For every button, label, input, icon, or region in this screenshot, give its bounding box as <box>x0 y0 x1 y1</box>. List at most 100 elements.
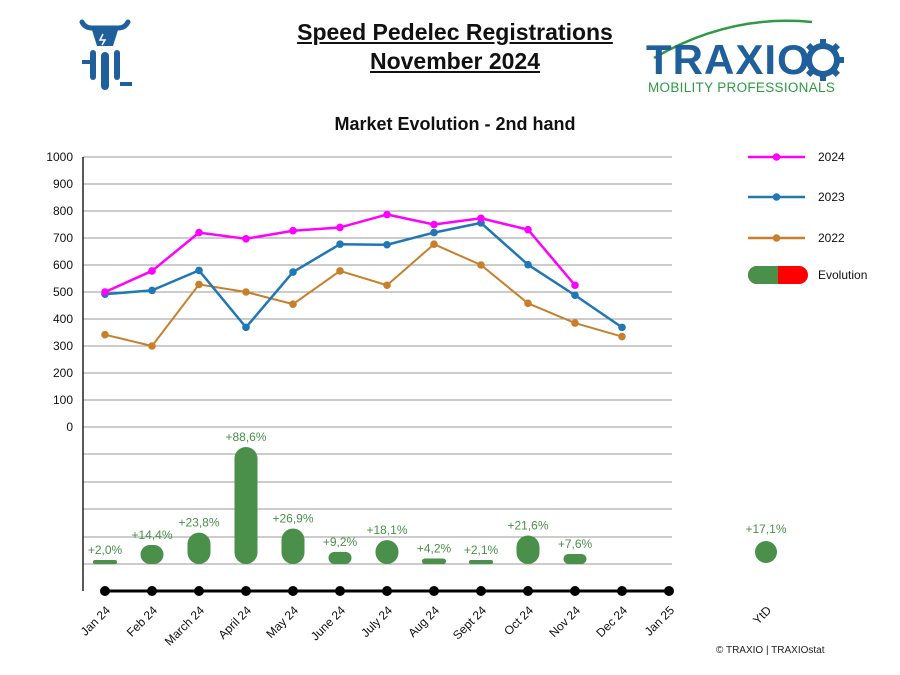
data-point-2022 <box>289 300 297 308</box>
data-point-2022 <box>571 319 579 327</box>
evolution-bar <box>140 544 164 564</box>
chart-title: Market Evolution - 2nd hand <box>334 114 576 134</box>
evolution-bar <box>563 553 587 564</box>
y-tick-label: 800 <box>53 204 73 218</box>
data-point-2023 <box>242 323 250 332</box>
x-axis-dot <box>147 586 157 596</box>
x-tick-label: June 24 <box>308 603 348 643</box>
data-point-2024 <box>195 228 203 237</box>
evolution-label: +23,8% <box>178 516 219 530</box>
ytd-axis-label: YtD <box>750 603 774 627</box>
legend-marker-2024 <box>772 153 781 161</box>
legend-marker-2023 <box>772 193 781 201</box>
data-point-2022 <box>524 299 532 308</box>
data-point-2022 <box>101 330 109 339</box>
data-point-2022 <box>477 261 485 269</box>
legend-evolution-positive <box>748 266 778 284</box>
evolution-bar <box>375 540 399 564</box>
data-point-2024 <box>242 235 250 243</box>
copyright-notice: © TRAXIO | TRAXIOstat <box>716 645 825 656</box>
y-tick-label: 100 <box>53 393 73 407</box>
data-point-2023 <box>195 266 203 275</box>
data-point-2024 <box>571 281 579 290</box>
data-point-2023 <box>383 240 391 249</box>
x-axis-dot <box>523 586 533 596</box>
data-point-2024 <box>101 288 109 296</box>
data-point-2023 <box>148 286 156 295</box>
evolution-bar <box>93 560 117 564</box>
evolution-bar <box>281 528 305 564</box>
data-point-2022 <box>242 288 250 296</box>
gear-icon <box>802 39 844 81</box>
x-tick-label: Sept 24 <box>450 603 489 642</box>
speed-pedelec-rider-icon <box>79 19 132 90</box>
data-point-2022 <box>148 342 156 350</box>
data-point-2023 <box>430 228 438 237</box>
x-axis-dot <box>617 586 627 596</box>
x-tick-label: Jan 24 <box>78 603 114 639</box>
x-axis-dot <box>664 586 674 596</box>
data-point-2024 <box>148 267 156 275</box>
evolution-label: +88,6% <box>225 430 266 444</box>
data-point-2023 <box>524 260 532 269</box>
logo-swoosh <box>653 19 844 81</box>
data-point-2024 <box>524 225 532 234</box>
evolution-label: +2,1% <box>464 543 499 557</box>
legend-label-2022: 2022 <box>818 231 845 245</box>
y-tick-label: 300 <box>53 339 73 353</box>
data-point-2022 <box>618 332 626 341</box>
evolution-label: +9,2% <box>323 535 358 549</box>
data-point-2022 <box>195 280 203 289</box>
evolution-bar <box>422 558 446 564</box>
x-axis-dot <box>241 586 251 596</box>
chart-title-block: Speed Pedelec Registrations November 202… <box>230 18 680 76</box>
data-point-2024 <box>430 220 438 229</box>
data-point-2022 <box>430 240 438 249</box>
evolution-label: +26,9% <box>272 511 313 525</box>
data-point-2022 <box>336 267 344 275</box>
legend-marker-2022 <box>772 234 781 242</box>
page-subtitle-date: November 2024 <box>369 48 541 74</box>
series-line-2022 <box>104 243 623 347</box>
x-tick-label: Dec 24 <box>593 603 630 640</box>
evolution-label: +7,6% <box>558 537 593 551</box>
x-tick-label: March 24 <box>162 603 208 649</box>
data-point-2022 <box>383 281 391 290</box>
evolution-bar <box>234 447 258 564</box>
x-tick-label: April 24 <box>215 603 254 642</box>
y-tick-label: 700 <box>53 231 73 245</box>
x-tick-label: May 24 <box>263 603 301 641</box>
y-tick-label: 1000 <box>46 150 73 164</box>
data-point-2024 <box>289 226 297 235</box>
x-tick-label: Jan 25 <box>642 603 678 639</box>
x-axis-dot <box>335 586 345 596</box>
legend-label-evolution: Evolution <box>818 268 867 282</box>
evolution-bar <box>469 560 493 564</box>
brand-tagline: MOBILITY PROFESSIONALS <box>648 80 836 95</box>
evolution-label: +18,1% <box>366 523 407 537</box>
x-axis-dot <box>570 586 580 596</box>
series-line-2023 <box>104 221 623 329</box>
x-axis-dot <box>429 586 439 596</box>
evolution-bar <box>328 551 352 564</box>
traxio-logo: TRAXIO MOBILITY PROFESSIONALS <box>640 16 850 102</box>
legend-label-2023: 2023 <box>818 190 845 204</box>
y-tick-label: 500 <box>53 285 73 299</box>
ytd-evolution-dot <box>755 541 777 563</box>
x-tick-label: Nov 24 <box>546 603 583 640</box>
data-point-2023 <box>618 323 626 332</box>
evolution-label: +4,2% <box>417 541 452 555</box>
data-point-2023 <box>336 240 344 249</box>
y-tick-label: 0 <box>66 420 73 434</box>
evolution-bar <box>187 532 211 564</box>
y-tick-label: 900 <box>53 177 73 191</box>
evolution-label: +14,4% <box>131 528 172 542</box>
x-tick-label: Feb 24 <box>124 603 161 640</box>
data-point-2024 <box>383 210 391 219</box>
brand-name: TRAXIO <box>646 36 811 83</box>
data-point-2023 <box>289 268 297 276</box>
x-tick-label: Oct 24 <box>501 603 536 638</box>
x-axis-dot <box>476 586 486 596</box>
x-axis-dot <box>100 586 110 596</box>
y-tick-label: 600 <box>53 258 73 272</box>
